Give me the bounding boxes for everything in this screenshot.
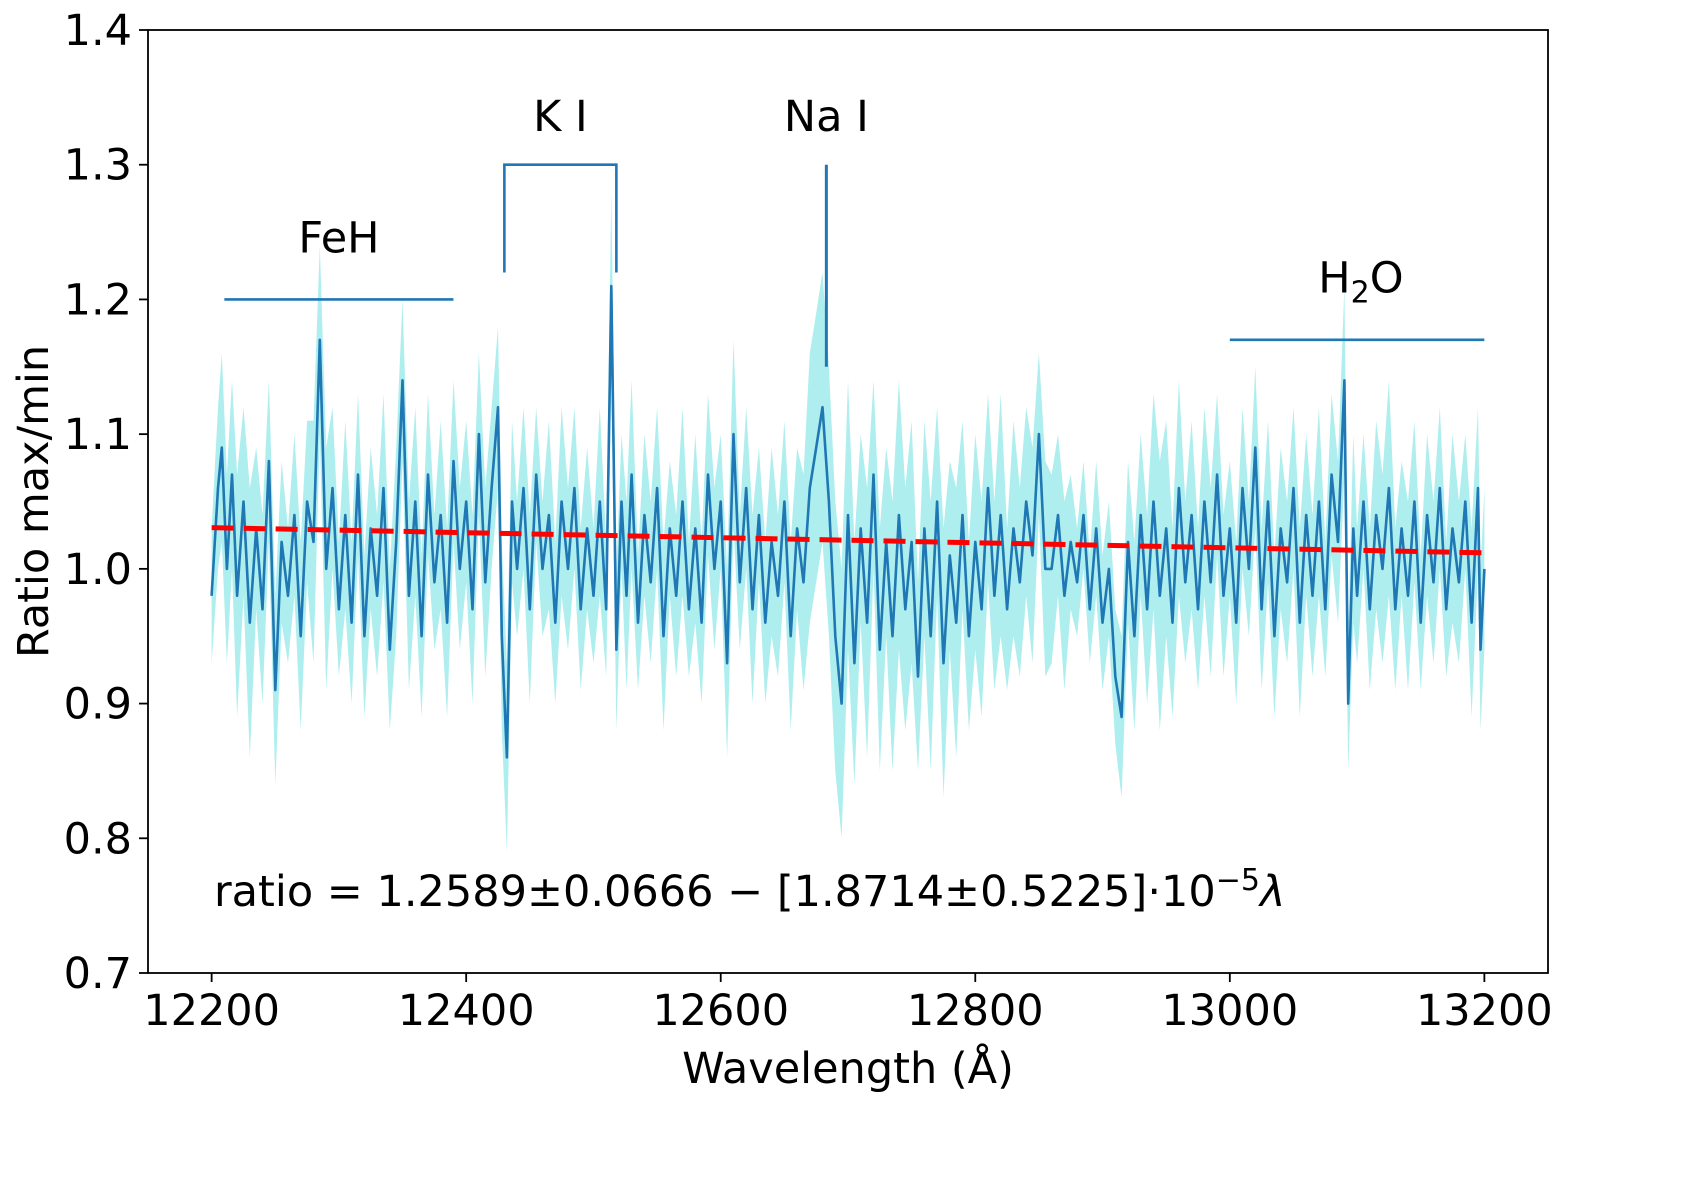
y-tick-label: 0.9 bbox=[64, 680, 132, 730]
x-tick-label: 13000 bbox=[1161, 986, 1298, 1036]
y-tick-label: 1.3 bbox=[64, 141, 132, 191]
series-line-linear-fit bbox=[211, 525, 1485, 556]
annotation-label-feh: FeH bbox=[298, 213, 379, 263]
x-axis: 12200 12400 12600 12800 13000 13200 bbox=[143, 973, 1553, 1036]
y-tick-label: 1.1 bbox=[64, 410, 132, 460]
fit-equation-exponent: −5 bbox=[1216, 863, 1260, 898]
x-tick-label: 12200 bbox=[143, 986, 280, 1036]
annotation-label-ki: K I bbox=[533, 92, 588, 142]
x-tick-label: 12400 bbox=[398, 986, 535, 1036]
annotation-layer: FeH K I Na I H2O bbox=[224, 92, 1485, 367]
fit-layer bbox=[211, 525, 1485, 556]
y-axis-title: Ratio max/min bbox=[9, 345, 59, 658]
y-tick-label: 1.2 bbox=[64, 275, 132, 325]
fit-equation: ratio = 1.2589±0.0666 − [1.8714±0.5225]·… bbox=[214, 863, 1285, 917]
plot-frame bbox=[147, 29, 1549, 974]
y-tick-label: 0.8 bbox=[64, 814, 132, 864]
x-tick-label: 12800 bbox=[907, 986, 1044, 1036]
y-axis: 0.7 0.8 0.9 1.0 1.1 1.2 1.3 1.4 bbox=[64, 6, 148, 999]
annotation-label-h2o: H2O bbox=[1318, 254, 1403, 311]
y-tick-label: 1.0 bbox=[64, 545, 132, 595]
fit-equation-lambda: λ bbox=[1258, 867, 1285, 917]
annotation-label-nai: Na I bbox=[784, 92, 869, 142]
y-tick-label: 1.4 bbox=[64, 6, 132, 56]
annotation-bracket-ki bbox=[503, 163, 618, 273]
x-tick-label: 12600 bbox=[652, 986, 789, 1036]
x-axis-title: Wavelength (Å) bbox=[682, 1043, 1014, 1094]
y-tick-label: 0.7 bbox=[64, 949, 132, 999]
x-tick-label: 13200 bbox=[1416, 986, 1553, 1036]
fit-equation-prefix: ratio = 1.2589±0.0666 − [1.8714±0.5225]·… bbox=[214, 867, 1216, 917]
